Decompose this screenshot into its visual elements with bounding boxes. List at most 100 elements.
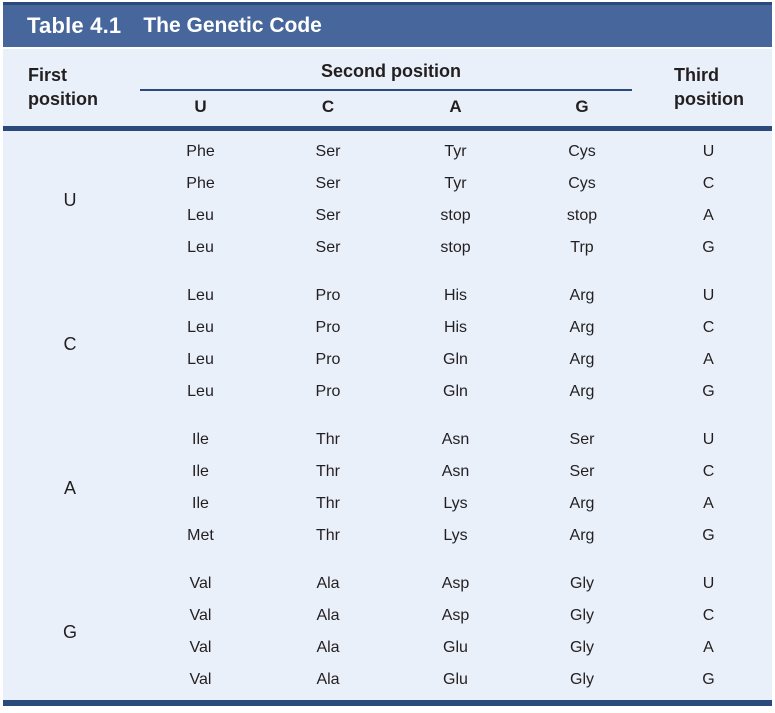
amino-acid-cell: Gly <box>570 575 594 592</box>
amino-acid-cell: Pro <box>315 287 341 304</box>
amino-acid-cell: Tyr <box>444 143 467 160</box>
table-row: Val Ala Asp Gly C <box>3 600 772 632</box>
amino-acid-cell: Cys <box>568 175 596 192</box>
amino-acid-cell: Ile <box>192 495 209 512</box>
second-position-underline <box>140 89 633 91</box>
amino-acid-cell: Gly <box>570 671 594 688</box>
codon-group-A: A Ile Thr Asn Ser U Ile Thr Asn Ser C Ile Thr Lys Arg A… <box>3 408 772 552</box>
amino-acid-cell: Thr <box>316 495 340 512</box>
second-position-header: Second position <box>137 49 645 92</box>
amino-acid-cell: Leu <box>187 287 214 304</box>
third-position-cell: A <box>703 495 714 512</box>
amino-acid-cell: Ala <box>316 671 340 688</box>
amino-acid-cell: His <box>443 287 468 304</box>
amino-acid-cell: Asn <box>441 431 470 448</box>
amino-acid-cell: Met <box>187 527 214 544</box>
amino-acid-cell: stop <box>440 207 471 224</box>
amino-acid-cell: Pro <box>315 351 341 368</box>
amino-acid-cell: Glu <box>443 639 468 656</box>
second-position-col-C: C <box>264 92 392 131</box>
third-position-cell: A <box>703 639 714 656</box>
amino-acid-cell: Ser <box>315 143 341 160</box>
amino-acid-cell: Asp <box>441 607 470 624</box>
amino-acid-cell: Pro <box>315 319 341 336</box>
amino-acid-cell: Val <box>189 639 212 656</box>
genetic-code-table: First position Second position Third pos… <box>3 49 773 696</box>
third-position-cell: U <box>702 287 715 304</box>
third-position-cell: C <box>702 607 715 624</box>
third-position-header-line1: Third <box>674 64 720 85</box>
amino-acid-cell: Leu <box>187 239 214 256</box>
amino-acid-cell: Asn <box>441 463 470 480</box>
first-position-label: U <box>63 189 77 210</box>
amino-acid-cell: Arg <box>569 383 595 400</box>
amino-acid-cell: Arg <box>569 319 595 336</box>
third-position-cell: U <box>702 431 715 448</box>
third-position-cell: G <box>702 671 715 688</box>
amino-acid-cell: Phe <box>186 175 215 192</box>
amino-acid-cell: Ala <box>316 607 340 624</box>
amino-acid-cell: stop <box>440 239 471 256</box>
table-row: G Val Ala Asp Gly U <box>3 552 772 642</box>
third-position-cell: A <box>703 207 714 224</box>
third-position-header-line2: position <box>674 88 745 109</box>
amino-acid-cell: Arg <box>569 495 595 512</box>
amino-acid-cell: Leu <box>187 383 214 400</box>
amino-acid-cell: Leu <box>187 207 214 224</box>
first-position-header: First position <box>3 49 137 131</box>
codon-group-C: C Leu Pro His Arg U Leu Pro His Arg C Leu Pro Gln Arg A… <box>3 264 772 408</box>
third-position-cell: U <box>702 575 715 592</box>
third-position-cell: C <box>702 175 715 192</box>
amino-acid-cell: Glu <box>443 671 468 688</box>
table-row: Phe Ser Tyr Cys C <box>3 168 772 200</box>
table-row: Val Ala Glu Gly A <box>3 632 772 664</box>
amino-acid-cell: Phe <box>186 143 215 160</box>
table-row: Leu Pro His Arg C <box>3 312 772 344</box>
third-position-header: Third position <box>645 49 773 131</box>
table-header: First position Second position Third pos… <box>3 49 773 131</box>
amino-acid-cell: Val <box>189 607 212 624</box>
amino-acid-cell: Ser <box>315 207 341 224</box>
amino-acid-cell: Gly <box>570 607 594 624</box>
table-number: Table 4.1 <box>27 13 122 38</box>
amino-acid-cell: Ala <box>316 639 340 656</box>
table-row: Leu Pro Gln Arg G <box>3 376 772 408</box>
table-row: A Ile Thr Asn Ser U <box>3 408 772 498</box>
amino-acid-cell: Arg <box>569 351 595 368</box>
table-row: Val Ala Glu Gly G <box>3 664 772 696</box>
amino-acid-cell: stop <box>566 207 598 224</box>
third-position-cell: G <box>702 527 715 544</box>
codon-group-U: U Phe Ser Tyr Cys U Phe Ser Tyr Cys C Leu Ser stop sto… <box>3 129 772 265</box>
table-row: Leu Pro Gln Arg A <box>3 344 772 376</box>
amino-acid-cell: His <box>443 319 468 336</box>
amino-acid-cell: Lys <box>443 527 468 544</box>
amino-acid-cell: Val <box>189 575 212 592</box>
first-position-label: G <box>62 621 77 642</box>
amino-acid-cell: Ile <box>192 463 209 480</box>
amino-acid-cell: Tyr <box>444 175 467 192</box>
amino-acid-cell: Arg <box>569 287 595 304</box>
second-position-col-U: U <box>137 92 264 131</box>
third-position-cell: C <box>702 319 715 336</box>
first-position-header-line2: position <box>28 88 98 109</box>
table-row: C Leu Pro His Arg U <box>3 264 772 354</box>
table-row: Met Thr Lys Arg G <box>3 520 772 552</box>
third-position-cell: A <box>703 351 714 368</box>
third-position-cell: G <box>702 239 715 256</box>
third-position-cell: C <box>702 463 715 480</box>
third-position-cell: G <box>702 383 715 400</box>
amino-acid-cell: Thr <box>316 527 340 544</box>
table-row: Ile Thr Lys Arg A <box>3 488 772 520</box>
table-body-area: First position Second position Third pos… <box>3 49 773 706</box>
table-row: Leu Ser stop Trp G <box>3 232 772 264</box>
amino-acid-cell: Ser <box>315 239 341 256</box>
amino-acid-cell: Asp <box>441 575 470 592</box>
amino-acid-cell: Ser <box>569 431 595 448</box>
amino-acid-cell: Ile <box>192 431 209 448</box>
third-position-cell: U <box>702 143 715 160</box>
amino-acid-cell: Thr <box>316 463 340 480</box>
amino-acid-cell: Gln <box>443 383 468 400</box>
table-row: Leu Ser stop stop A <box>3 200 772 232</box>
amino-acid-cell: Leu <box>187 351 214 368</box>
